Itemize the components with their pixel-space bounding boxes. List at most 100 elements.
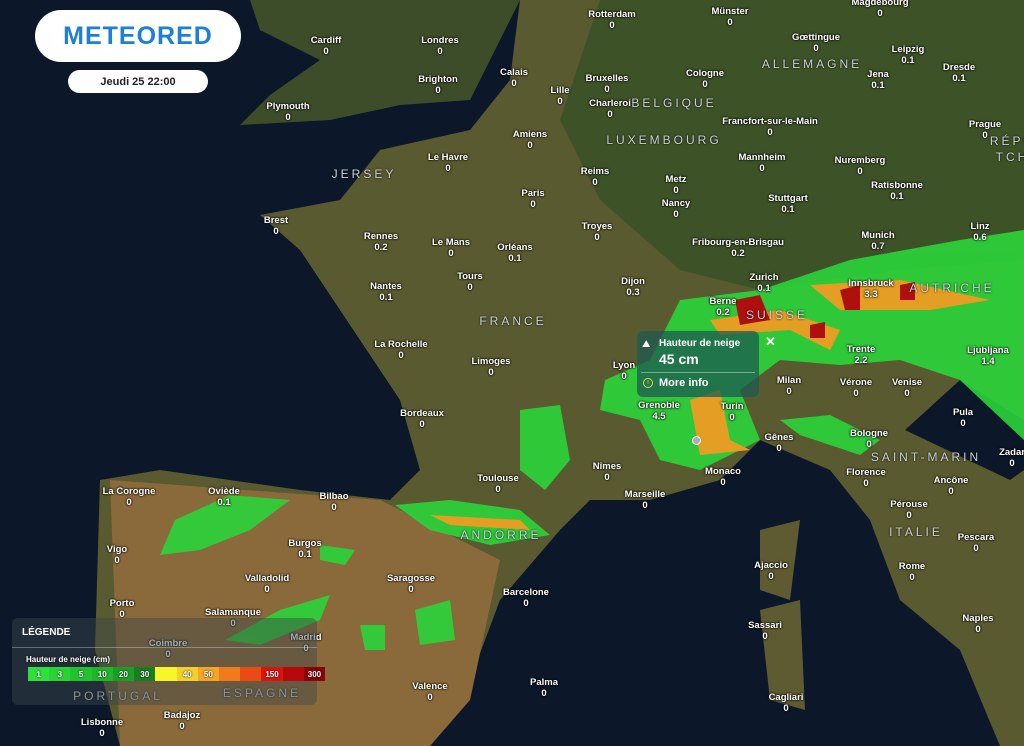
city-label[interactable]: Lille 0 xyxy=(550,85,569,107)
city-snow-value: 0 xyxy=(720,477,726,488)
city-label[interactable]: Trente 2.2 xyxy=(847,344,876,366)
city-snow-value: 0.1 xyxy=(890,191,904,202)
city-label[interactable]: Coimbre 0 xyxy=(149,638,188,660)
city-label[interactable]: Munich 0.7 xyxy=(861,230,894,252)
city-label[interactable]: Burgos 0.1 xyxy=(288,538,321,560)
city-snow-value: 0.3 xyxy=(626,287,640,298)
city-label[interactable]: Nuremberg 0 xyxy=(835,155,886,177)
city-label[interactable]: Reims 0 xyxy=(581,166,610,188)
city-label[interactable]: Brighton 0 xyxy=(418,74,458,96)
city-label[interactable]: Amiens 0 xyxy=(513,129,547,151)
city-label[interactable]: Rotterdam 0 xyxy=(588,9,636,31)
city-label[interactable]: Salamanque 0 xyxy=(205,607,261,629)
city-label[interactable]: Milan 0 xyxy=(777,375,801,397)
city-label[interactable]: Prague 0 xyxy=(969,119,1001,141)
forecast-datetime[interactable]: Jeudi 25 22:00 xyxy=(68,70,208,93)
city-label[interactable]: Toulouse 0 xyxy=(477,473,519,495)
city-label[interactable]: Limoges 0 xyxy=(471,356,510,378)
city-label[interactable]: Bruxelles 0 xyxy=(586,73,629,95)
city-name: Saragosse xyxy=(386,573,436,584)
city-snow-value: 0.1 xyxy=(379,292,393,303)
city-label[interactable]: Le Havre 0 xyxy=(428,152,468,174)
city-label[interactable]: Berne 0.2 xyxy=(710,296,737,318)
city-label[interactable]: Innsbruck 3.3 xyxy=(848,278,893,300)
city-label[interactable]: Valladolid 0 xyxy=(245,573,289,595)
city-label[interactable]: Ljubljana 1.4 xyxy=(967,345,1009,367)
city-label[interactable]: Troyes 0 xyxy=(582,221,613,243)
city-label[interactable]: Oviède 0.1 xyxy=(208,486,240,508)
city-label[interactable]: Francfort-sur-le-Main 0 xyxy=(722,116,818,138)
city-label[interactable]: Nancy 0 xyxy=(662,198,691,220)
close-icon[interactable]: ✕ xyxy=(765,334,776,349)
city-label[interactable]: La Rochelle 0 xyxy=(374,339,427,361)
city-label[interactable]: La Corogne 0 xyxy=(103,486,156,508)
city-label[interactable]: Zadar 0 xyxy=(999,447,1024,469)
city-label[interactable]: Jena 0.1 xyxy=(867,69,889,91)
city-label[interactable]: Bordeaux 0 xyxy=(400,408,444,430)
city-label[interactable]: Rome 0 xyxy=(899,561,925,583)
city-label[interactable]: Turin 0 xyxy=(720,401,743,423)
city-label[interactable]: Pula 0 xyxy=(953,407,973,429)
city-label[interactable]: Lisbonne 0 xyxy=(81,717,123,739)
city-label[interactable]: Brest 0 xyxy=(264,215,288,237)
city-label[interactable]: Barcelone 0 xyxy=(503,587,549,609)
city-label[interactable]: Saragosse 0 xyxy=(387,573,435,595)
city-label[interactable]: Fribourg-en-Brisgau 0.2 xyxy=(692,237,784,259)
city-label[interactable]: Ajaccio 0 xyxy=(754,560,788,582)
city-label[interactable]: Londres 0 xyxy=(421,35,458,57)
city-label[interactable]: Magdebourg 0 xyxy=(852,0,909,19)
city-label[interactable]: Bilbao 0 xyxy=(319,491,348,513)
meteored-logo[interactable]: METEORED xyxy=(35,10,241,62)
city-label[interactable]: Monaco 0 xyxy=(705,466,741,488)
city-label[interactable]: Calais 0 xyxy=(500,67,528,89)
location-marker[interactable] xyxy=(692,436,701,445)
city-name: La Rochelle xyxy=(374,339,428,350)
city-label[interactable]: Münster 0 xyxy=(712,6,749,28)
city-label[interactable]: Linz 0.6 xyxy=(971,221,990,243)
city-label[interactable]: Florence 0 xyxy=(846,467,886,489)
city-label[interactable]: Pescara 0 xyxy=(958,532,994,554)
city-label[interactable]: Zurich 0.1 xyxy=(749,272,778,294)
city-label[interactable]: Lyon 0 xyxy=(613,360,635,382)
city-label[interactable]: Mannheim 0 xyxy=(739,152,786,174)
city-label[interactable]: Ratisbonne 0.1 xyxy=(871,180,923,202)
more-info-link[interactable]: More info xyxy=(659,377,709,389)
city-label[interactable]: Cologne 0 xyxy=(686,68,724,90)
city-label[interactable]: Valence 0 xyxy=(412,681,447,703)
city-label[interactable]: Cagliari 0 xyxy=(769,692,804,714)
city-label[interactable]: Nantes 0.1 xyxy=(370,281,402,303)
city-label[interactable]: Gœttingue 0 xyxy=(792,32,840,54)
city-label[interactable]: Dresde 0.1 xyxy=(943,62,975,84)
city-label[interactable]: Bologne 0 xyxy=(850,428,888,450)
city-label[interactable]: Pérouse 0 xyxy=(890,499,928,521)
city-label[interactable]: Badajoz 0 xyxy=(164,710,200,732)
city-label[interactable]: Orléans 0.1 xyxy=(497,242,532,264)
city-label[interactable]: Leipzig 0.1 xyxy=(892,44,925,66)
city-label[interactable]: Porto 0 xyxy=(110,598,135,620)
city-label[interactable]: Rennes 0.2 xyxy=(364,231,398,253)
city-label[interactable]: Le Mans 0 xyxy=(432,237,470,259)
city-label[interactable]: Sassari 0 xyxy=(748,620,782,642)
city-label[interactable]: Venise 0 xyxy=(892,377,922,399)
city-label[interactable]: Vérone 0 xyxy=(840,377,872,399)
city-label[interactable]: Plymouth 0 xyxy=(266,101,309,123)
city-label[interactable]: Grenoble 4.5 xyxy=(638,400,680,422)
city-label[interactable]: Paris 0 xyxy=(521,188,544,210)
city-label[interactable]: Gênes 0 xyxy=(764,432,793,454)
city-label[interactable]: Ancône 0 xyxy=(934,475,969,497)
city-snow-value: 0 xyxy=(776,443,782,454)
info-icon[interactable]: i xyxy=(643,378,653,388)
city-label[interactable]: Charleroi 0 xyxy=(589,98,631,120)
city-label[interactable]: Palma 0 xyxy=(530,677,558,699)
city-label[interactable]: Naples 0 xyxy=(962,613,993,635)
city-label[interactable]: Nîmes 0 xyxy=(593,461,622,483)
city-label[interactable]: Madrid 0 xyxy=(290,632,321,654)
city-label[interactable]: Tours 0 xyxy=(457,271,483,293)
country-label: ANDORRE xyxy=(460,528,542,542)
city-label[interactable]: Vigo 0 xyxy=(107,544,127,566)
city-label[interactable]: Metz 0 xyxy=(665,174,686,196)
city-label[interactable]: Stuttgart 0.1 xyxy=(768,193,808,215)
city-label[interactable]: Dijon 0.3 xyxy=(621,276,645,298)
city-label[interactable]: Marseille 0 xyxy=(625,489,666,511)
city-label[interactable]: Cardiff 0 xyxy=(311,35,342,57)
